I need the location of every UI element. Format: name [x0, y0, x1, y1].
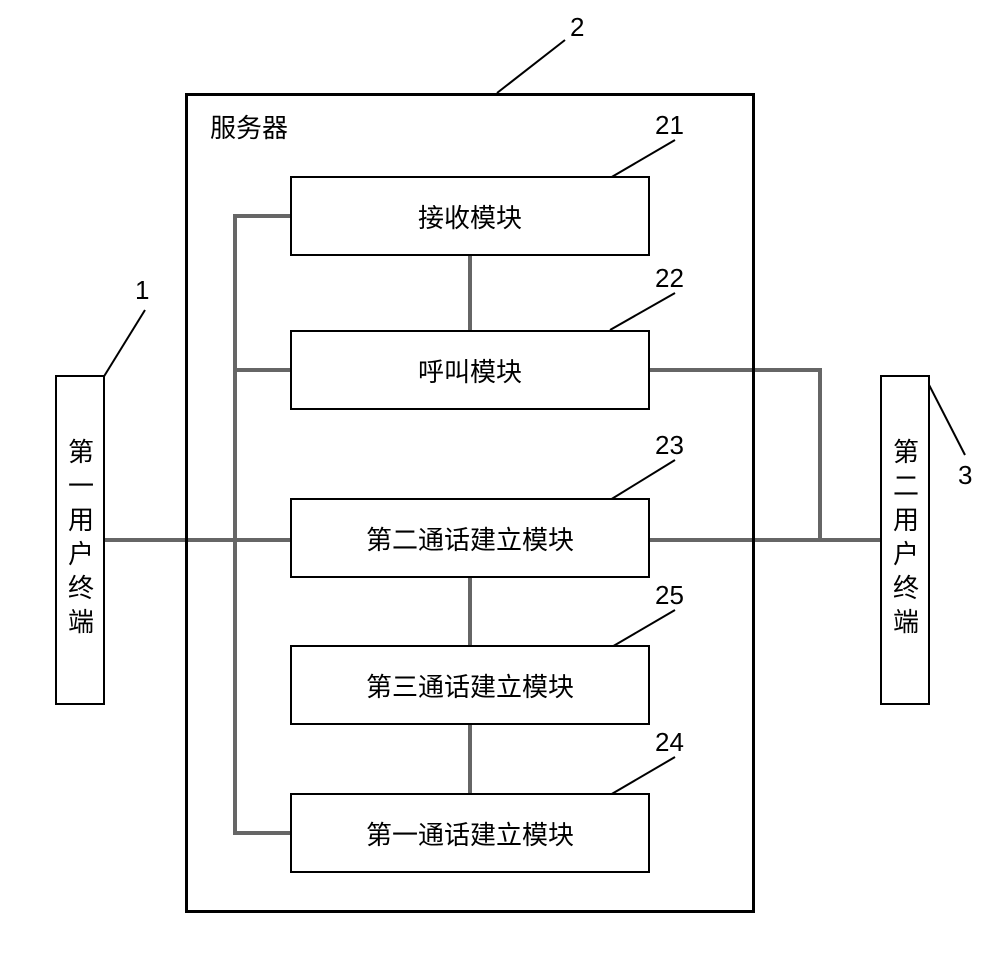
ref-label-23: 23 — [655, 430, 684, 461]
second-user-terminal-label: 第二用户终端 — [887, 438, 924, 642]
second-user-terminal: 第二用户终端 — [880, 375, 930, 705]
first-user-terminal-label: 第一用户终端 — [62, 438, 99, 642]
ref-label-22: 22 — [655, 263, 684, 294]
ref-label-25: 25 — [655, 580, 684, 611]
module-second_call: 第二通话建立模块 — [290, 498, 650, 578]
server-title: 服务器 — [210, 108, 288, 145]
module-receive: 接收模块 — [290, 176, 650, 256]
module-label-receive: 接收模块 — [418, 198, 522, 235]
module-label-call: 呼叫模块 — [418, 352, 522, 389]
ref-label-21: 21 — [655, 110, 684, 141]
ref-label-2: 2 — [570, 12, 584, 43]
module-call: 呼叫模块 — [290, 330, 650, 410]
block-diagram: 第一用户终端 1 第二用户终端 3 服务器 2 接收模块呼叫模块第二通话建立模块… — [0, 0, 1000, 961]
first-user-terminal: 第一用户终端 — [55, 375, 105, 705]
ref-label-1: 1 — [135, 275, 149, 306]
module-first_call: 第一通话建立模块 — [290, 793, 650, 873]
module-label-third_call: 第三通话建立模块 — [366, 667, 574, 704]
module-label-second_call: 第二通话建立模块 — [366, 520, 574, 557]
ref-label-3: 3 — [958, 460, 972, 491]
module-third_call: 第三通话建立模块 — [290, 645, 650, 725]
ref-label-24: 24 — [655, 727, 684, 758]
module-label-first_call: 第一通话建立模块 — [366, 815, 574, 852]
